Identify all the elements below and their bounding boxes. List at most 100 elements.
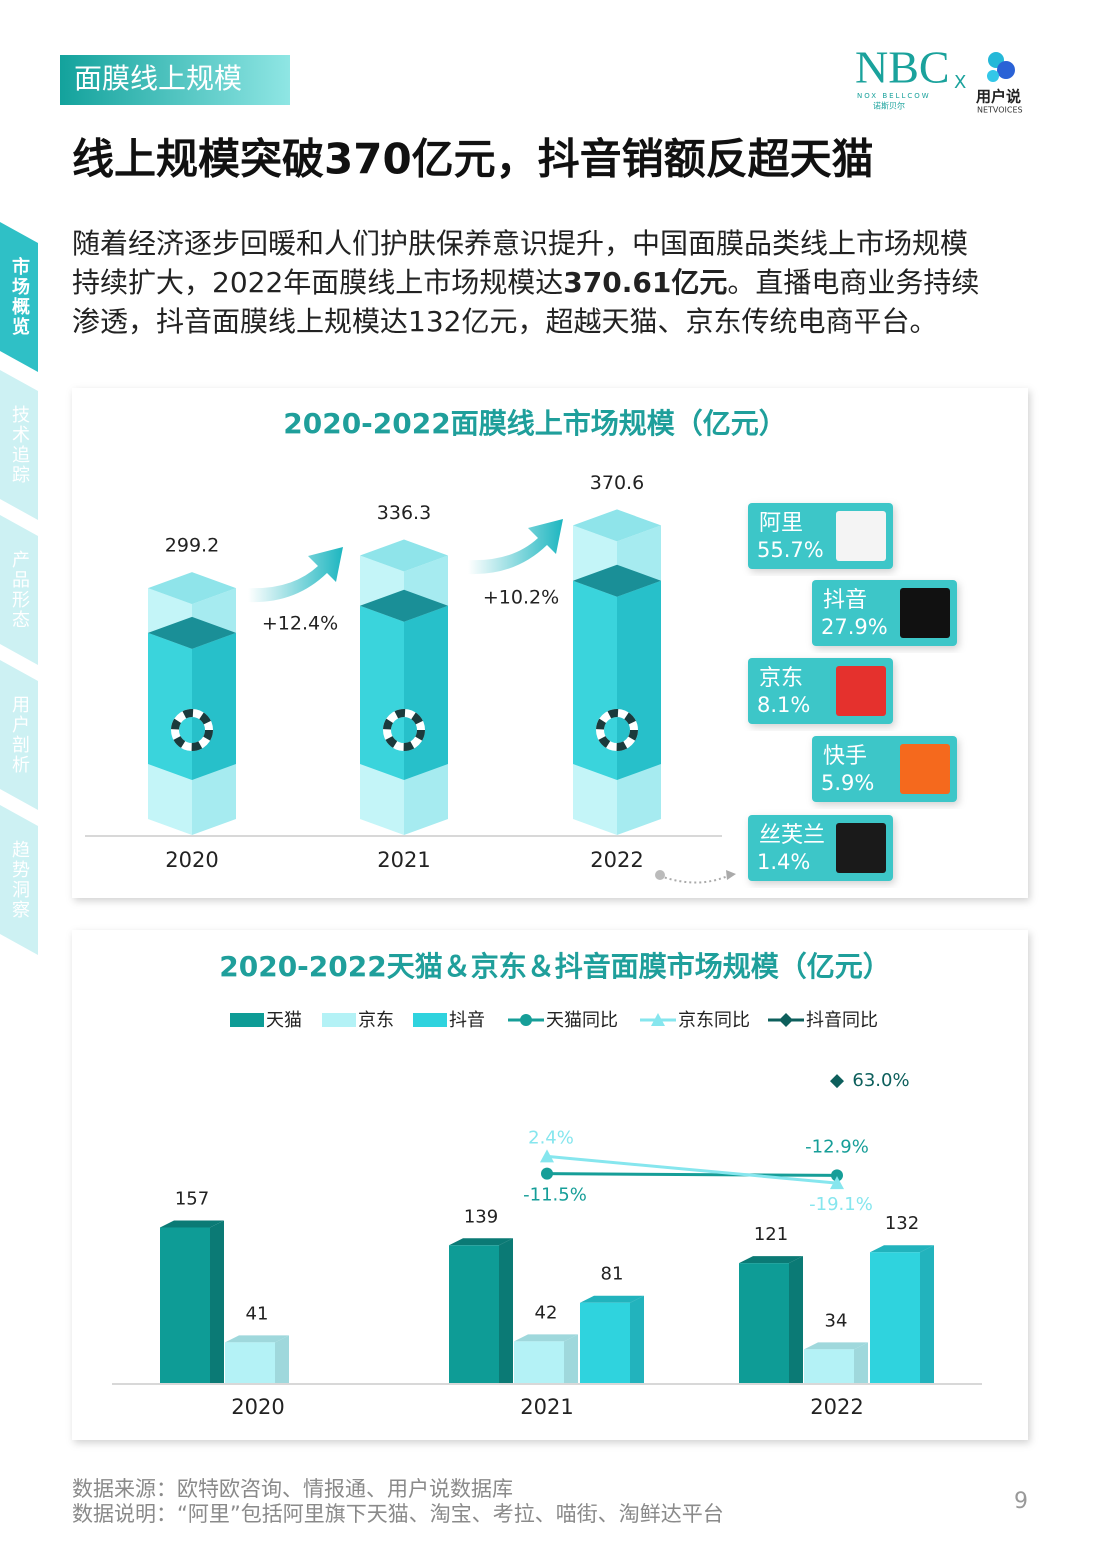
body-segment: 。直播电商业务持续 xyxy=(727,266,979,299)
bar xyxy=(225,1342,275,1383)
line-value-label: -11.5% xyxy=(523,1185,587,1206)
value-label: 157 xyxy=(175,1188,209,1209)
value-label: 139 xyxy=(464,1206,498,1227)
bar-top xyxy=(870,1245,934,1253)
line-value-label: 63.0% xyxy=(852,1070,909,1091)
bar-top xyxy=(580,1295,644,1303)
pointer-dot xyxy=(655,870,665,880)
value-label: 34 xyxy=(825,1310,848,1331)
logo-icon xyxy=(987,70,999,82)
bar-top xyxy=(148,572,236,605)
platform-name: 阿里 xyxy=(759,511,803,536)
bar-fill-top xyxy=(573,564,661,597)
platform-logo xyxy=(900,744,950,794)
value-label: 81 xyxy=(601,1264,624,1285)
line-marker xyxy=(540,1149,554,1163)
section-tag-bg xyxy=(60,55,290,105)
bar-icon xyxy=(596,709,638,751)
bar-fill-side xyxy=(404,605,448,780)
logo-nbc: NBC xyxy=(855,42,950,93)
bar-fill-side xyxy=(617,580,661,780)
value-label: 42 xyxy=(535,1302,558,1323)
footer-note: 数据来源：欧特欧咨询、情报通、用户说数据库 xyxy=(72,1477,513,1501)
body-segment: 随着经济逐步回暖和人们护肤保养意识提升，中国面膜品类线上市场规模 xyxy=(72,227,968,260)
pointer-head xyxy=(726,870,736,880)
platform-share: 8.1% xyxy=(757,693,810,717)
platform-name: 丝芙兰 xyxy=(759,823,825,848)
x-tick-label: 2022 xyxy=(590,848,643,872)
growth-arrow xyxy=(468,519,563,575)
legend-label: 抖音 xyxy=(449,1010,485,1031)
logo-netvoices: 用户说 xyxy=(976,88,1021,106)
sidebar-tab[interactable]: 产品形态 xyxy=(0,515,38,665)
logo-icon xyxy=(997,61,1015,79)
line-value-label: -12.9% xyxy=(805,1136,869,1157)
bar-fill xyxy=(148,632,192,780)
line-marker xyxy=(830,1176,844,1190)
section-tag: 面膜线上规模 xyxy=(74,62,242,95)
body-line: 渗透，抖音面膜线上规模达132亿元，超越天猫、京东传统电商平台。 xyxy=(72,305,937,338)
legend-label: 京东 xyxy=(358,1010,394,1031)
line-marker xyxy=(830,1074,844,1089)
body-line: 随着经济逐步回暖和人们护肤保养意识提升，中国面膜品类线上市场规模 xyxy=(72,227,968,260)
line-value-label: 2.4% xyxy=(528,1127,574,1148)
body-segment: 持续扩大，2022年面膜线上市场规模达 xyxy=(72,266,563,299)
bar xyxy=(449,1245,499,1383)
bar xyxy=(739,1263,789,1383)
platform-name: 抖音 xyxy=(823,588,867,613)
line-marker xyxy=(541,1167,553,1180)
legend-label: 京东同比 xyxy=(678,1010,750,1031)
bar-fill-top xyxy=(360,589,448,622)
bar-side xyxy=(499,1238,513,1383)
bar-top xyxy=(804,1342,868,1350)
x-tick-label: 2022 xyxy=(810,1395,863,1419)
line-value-label: -19.1% xyxy=(809,1194,873,1215)
bar xyxy=(870,1252,920,1383)
page-title: 线上规模突破370亿元，抖音销额反超天猫 xyxy=(72,135,874,184)
sidebar-tab[interactable]: 技术追踪 xyxy=(0,370,38,520)
logo-sep: X xyxy=(954,72,966,93)
body-segment: 370.61亿元 xyxy=(563,266,727,299)
sidebar-tab[interactable]: 趋势洞察 xyxy=(0,805,38,955)
bar-fill xyxy=(573,580,617,780)
value-label: 299.2 xyxy=(165,535,219,557)
sidebar-tab[interactable]: 用户剖析 xyxy=(0,660,38,810)
line-marker xyxy=(520,1014,532,1026)
bar-side xyxy=(210,1220,224,1383)
logo-netvoices-sub: NETVOICES xyxy=(977,106,1023,115)
page-number: 9 xyxy=(1014,1489,1028,1514)
bar-fill-top xyxy=(148,616,236,649)
value-label: 336.3 xyxy=(377,502,431,524)
bar-side xyxy=(854,1342,868,1383)
platform-logo xyxy=(836,823,886,873)
growth-arrow xyxy=(248,547,343,603)
bar xyxy=(580,1302,630,1383)
x-tick-label: 2020 xyxy=(165,848,218,872)
platform-name: 京东 xyxy=(759,666,803,691)
bar-top xyxy=(225,1335,289,1343)
bar-side xyxy=(789,1256,803,1383)
bar-side xyxy=(275,1335,289,1383)
bar-side xyxy=(920,1245,934,1383)
platform-share: 1.4% xyxy=(757,850,810,874)
sidebar-tab[interactable]: 市场概览 xyxy=(0,222,38,372)
platform-share: 5.9% xyxy=(821,771,874,795)
value-label: 132 xyxy=(885,1213,919,1234)
legend-swatch xyxy=(322,1013,356,1027)
bar xyxy=(804,1349,854,1383)
bar-icon xyxy=(383,709,425,751)
footer-note: 数据说明：“阿里”包括阿里旗下天猫、淘宝、考拉、喵街、淘鲜达平台 xyxy=(72,1502,724,1526)
legend-label: 天猫同比 xyxy=(546,1010,618,1031)
line-marker xyxy=(779,1013,793,1027)
bar-top xyxy=(573,509,661,542)
legend-swatch xyxy=(230,1013,264,1027)
line xyxy=(546,1154,838,1185)
platform-share: 27.9% xyxy=(821,615,888,639)
platform-logo xyxy=(836,666,886,716)
bar xyxy=(160,1227,210,1383)
growth-label: +10.2% xyxy=(483,587,559,609)
bar-side xyxy=(564,1334,578,1383)
bar-icon xyxy=(171,709,213,751)
